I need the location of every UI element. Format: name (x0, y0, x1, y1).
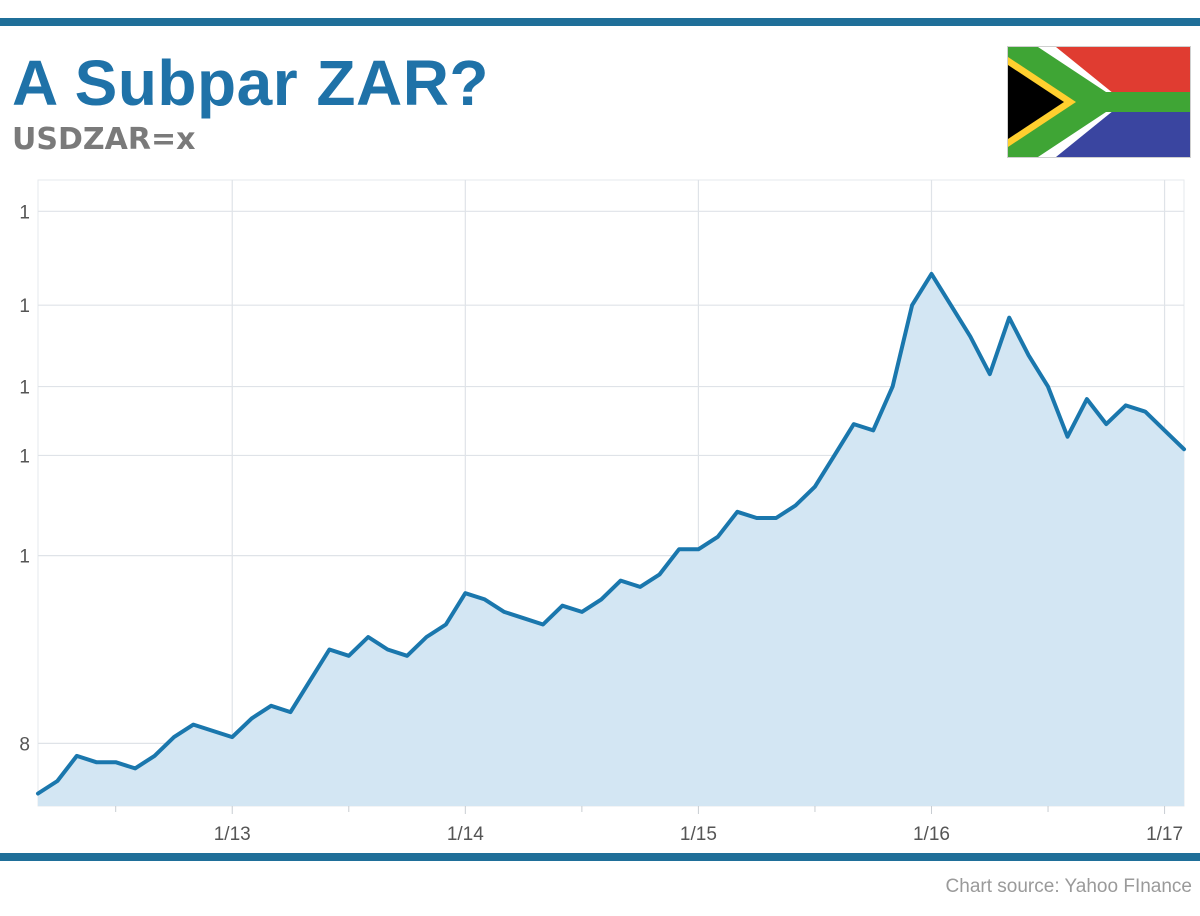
data-point (872, 429, 874, 432)
data-point (464, 592, 467, 594)
y-tick-label: 1 (19, 547, 30, 568)
data-point (775, 517, 777, 519)
chart-subtitle: USDZAR=x (12, 122, 196, 157)
x-tick-label: 1/13 (214, 824, 251, 845)
data-point (1105, 423, 1108, 425)
data-point (1124, 404, 1127, 407)
data-point (950, 304, 952, 306)
data-point (76, 755, 78, 757)
data-point (833, 454, 836, 457)
south-africa-flag-icon (1007, 46, 1191, 158)
data-point (328, 648, 331, 651)
y-tick-label: 1 (19, 296, 30, 317)
data-point (969, 335, 972, 338)
y-tick-label: 1 (19, 446, 30, 467)
data-point (56, 780, 59, 782)
data-point (814, 485, 816, 488)
data-point (445, 623, 447, 626)
x-tick-label: 1/16 (913, 824, 950, 845)
data-point (1027, 354, 1030, 357)
data-point (581, 611, 583, 613)
chart-title: A Subpar ZAR? (12, 47, 489, 119)
data-point (425, 636, 428, 638)
data-point (153, 755, 156, 757)
series-line (36, 271, 1186, 796)
data-point (911, 304, 913, 306)
data-point (1066, 435, 1069, 438)
data-points (37, 273, 1185, 795)
x-axis-ticks: 1/13 1/14 1/15 1/16 1/17 (115, 806, 1183, 845)
line-layer (36, 271, 1186, 796)
data-point (386, 648, 389, 651)
data-point (853, 423, 855, 425)
y-tick-label: 1 (19, 378, 30, 399)
data-point (522, 617, 525, 619)
data-point (95, 761, 98, 763)
y-tick-label: 8 (19, 734, 30, 755)
data-point (212, 730, 214, 732)
data-point (678, 548, 680, 551)
x-tick-label: 1/15 (680, 824, 717, 845)
x-tick-label: 1/17 (1146, 824, 1183, 845)
usdzar-chart: 1/13 1/14 1/15 1/16 1/17 1 1 1 1 1 8 (19, 179, 1186, 845)
data-point (114, 761, 117, 763)
data-point (250, 717, 253, 720)
data-point (270, 705, 272, 707)
data-point (1047, 385, 1049, 388)
data-point (309, 680, 311, 682)
x-tick-label: 1/14 (447, 824, 484, 845)
data-point (192, 723, 195, 726)
data-point (1183, 448, 1185, 451)
data-point (600, 598, 603, 601)
data-point (1163, 429, 1166, 432)
data-point (1008, 316, 1010, 319)
data-point (794, 504, 797, 507)
data-point (173, 736, 175, 738)
area-layer (38, 273, 1184, 806)
data-point (697, 548, 700, 551)
bottom-rule (0, 853, 1200, 861)
series-area (38, 273, 1184, 806)
data-point (1144, 410, 1146, 413)
data-point (989, 373, 991, 375)
data-point (717, 536, 719, 538)
data-point (658, 573, 661, 576)
data-point (231, 736, 233, 738)
data-point (561, 604, 564, 607)
data-point (755, 517, 758, 519)
data-point (891, 385, 894, 388)
data-point (639, 586, 641, 588)
data-point (367, 636, 370, 638)
data-point (289, 711, 292, 713)
data-point (134, 767, 136, 770)
data-point (503, 611, 506, 613)
y-axis-ticks: 1 1 1 1 1 8 (19, 202, 30, 755)
data-point (406, 655, 408, 657)
data-point (542, 623, 544, 626)
y-tick-label: 1 (19, 202, 30, 223)
data-point (1086, 398, 1088, 400)
data-point (348, 655, 350, 657)
data-point (37, 792, 39, 795)
data-point (930, 273, 933, 275)
data-point (736, 511, 739, 513)
top-rule (0, 18, 1200, 26)
data-point (619, 579, 622, 582)
data-point (483, 598, 486, 601)
chart-source: Chart source: Yahoo FInance (945, 876, 1192, 897)
